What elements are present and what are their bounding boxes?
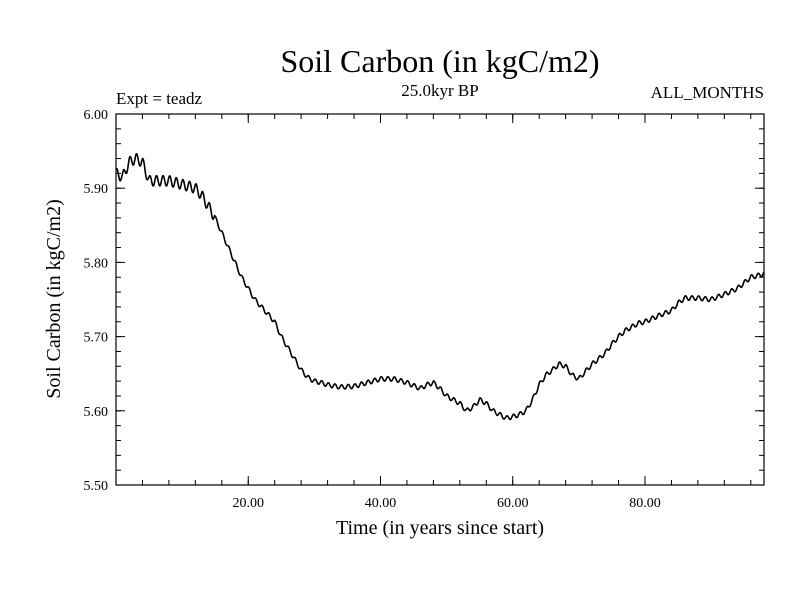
experiment-label: Expt = teadz bbox=[116, 89, 203, 108]
y-axis-label: Soil Carbon (in kgC/m2) bbox=[43, 199, 65, 398]
months-label: ALL_MONTHS bbox=[651, 83, 764, 102]
y-tick-label: 5.50 bbox=[84, 479, 109, 494]
plot-frame bbox=[115, 113, 765, 486]
x-tick-label: 80.00 bbox=[629, 496, 661, 511]
x-axis-label: Time (in years since start) bbox=[336, 517, 544, 539]
x-tick-label: 20.00 bbox=[232, 496, 264, 511]
chart-subtitle: 25.0kyr BP bbox=[401, 81, 478, 100]
y-tick-label: 5.90 bbox=[84, 182, 109, 197]
y-tick-label: 5.60 bbox=[84, 405, 109, 420]
x-tick-label: 40.00 bbox=[365, 496, 397, 511]
axis-ticks: 5.50 5.60 5.70 5.80 5.90 6.00 20.00 40.00 60.00 8… bbox=[84, 108, 764, 511]
chart-title: Soil Carbon (in kgC/m2) bbox=[280, 43, 599, 79]
y-tick-label: 6.00 bbox=[84, 108, 109, 123]
x-tick-label: 60.00 bbox=[497, 496, 529, 511]
series-line bbox=[115, 152, 765, 421]
y-tick-label: 5.80 bbox=[84, 256, 109, 271]
y-tick-label: 5.70 bbox=[84, 331, 109, 346]
